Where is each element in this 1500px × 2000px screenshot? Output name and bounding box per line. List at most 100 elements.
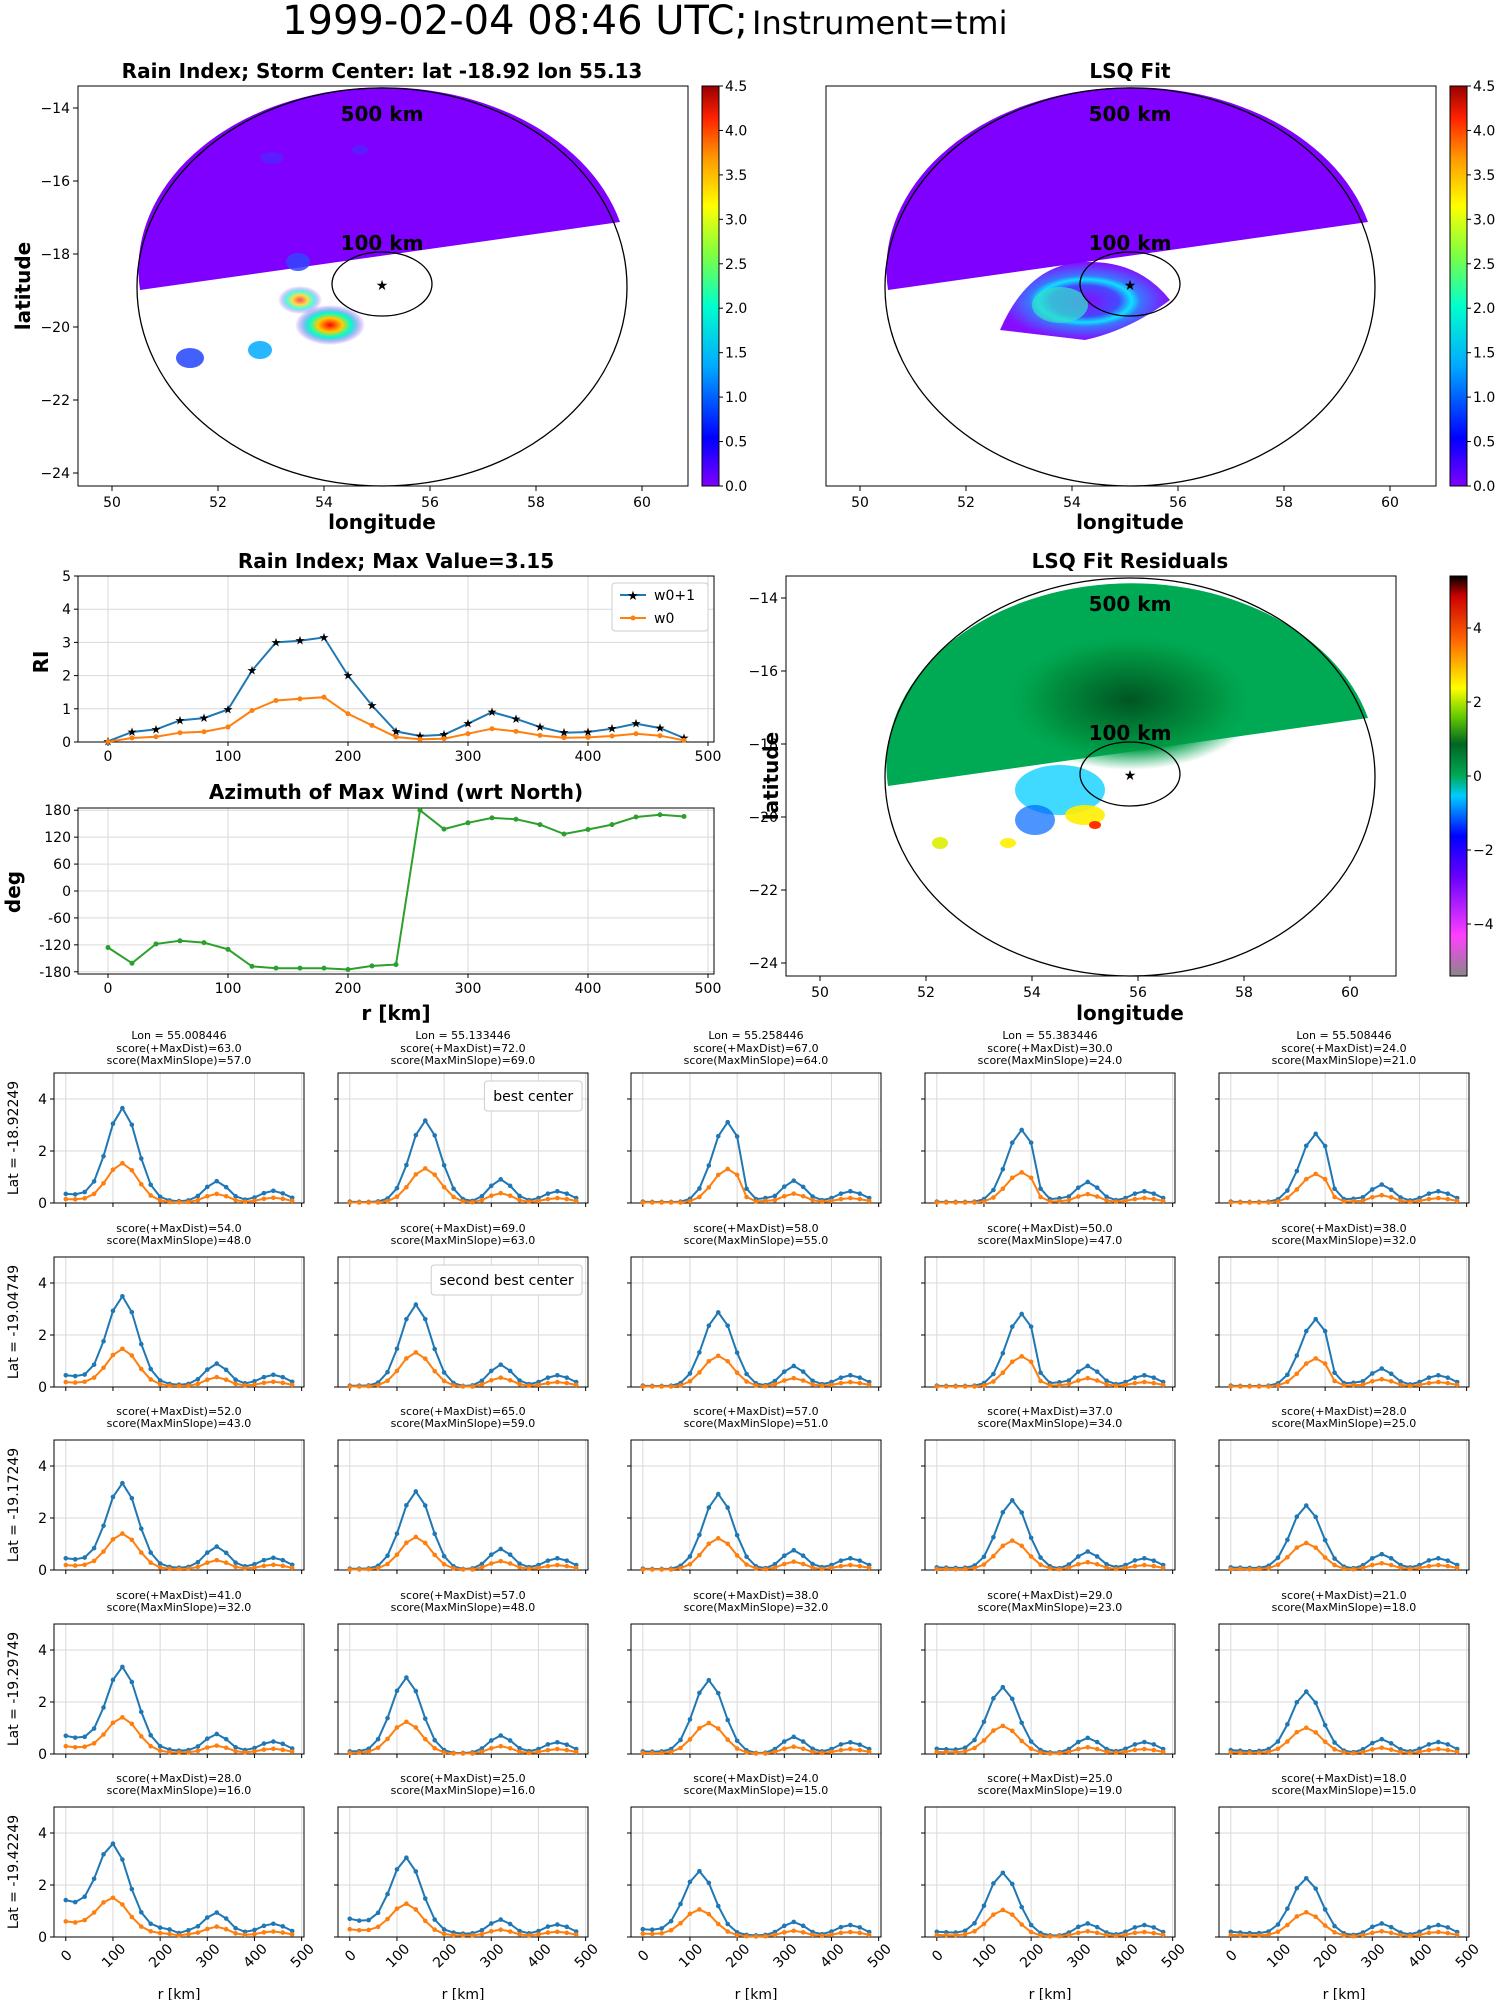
x-tick-label: 200 [430, 1941, 460, 1971]
data-point [148, 1732, 153, 1738]
x-tick-label: 100 [99, 1941, 129, 1971]
data-point [186, 1566, 191, 1571]
panel-score-maxminslope: score(MaxMinSlope)=47.0 [978, 1234, 1123, 1247]
data-point [271, 1739, 276, 1744]
data-point [233, 1381, 238, 1387]
data-point [1313, 1914, 1318, 1920]
data-point [1370, 1924, 1375, 1930]
data-point [1445, 1925, 1451, 1930]
x-tick-label: 60 [1341, 985, 1359, 1001]
data-point [1085, 1928, 1091, 1934]
data-point [972, 1745, 977, 1751]
data-point [280, 1196, 286, 1202]
data-point [1028, 1554, 1034, 1559]
data-point [1275, 1199, 1281, 1204]
data-point [105, 739, 111, 745]
plot-frame [337, 1439, 589, 1571]
data-point [1151, 1925, 1157, 1930]
data-point [1151, 1191, 1157, 1196]
panel-score-maxminslope: score(MaxMinSlope)=57.0 [107, 1054, 252, 1067]
data-point [72, 1744, 78, 1750]
data-point [465, 820, 471, 826]
x-tick-label: 54 [315, 495, 333, 511]
data-point [101, 1365, 106, 1371]
data-point [526, 1750, 532, 1756]
data-point [120, 1531, 125, 1536]
data-point [857, 1191, 863, 1196]
panel-score-maxminslope: score(MaxMinSlope)=25.0 [1272, 1417, 1417, 1430]
panel-score-maxminslope: score(MaxMinSlope)=55.0 [684, 1234, 829, 1247]
data-point [280, 1380, 286, 1386]
data-point [800, 1930, 806, 1935]
data-point [157, 1194, 163, 1200]
data-point [271, 1929, 276, 1934]
data-point [422, 1736, 428, 1742]
data-point [489, 1183, 494, 1189]
residuals-xticks: 50 52 54 56 58 60 [811, 976, 1359, 1001]
data-point [105, 945, 111, 951]
ring-500km-label: 500 km [1089, 102, 1172, 126]
data-point [1436, 1922, 1441, 1928]
data-point [1057, 1382, 1062, 1388]
data-point [489, 1921, 494, 1926]
data-point [1426, 1558, 1432, 1563]
data-point [432, 1927, 437, 1933]
data-point [129, 960, 135, 966]
data-point [866, 1749, 872, 1755]
data-point [205, 1367, 210, 1372]
data-point [715, 1690, 721, 1696]
profile-panel-r1-c1: Lon = 55.008446score(+MaxDist)=63.0score… [6, 1029, 305, 1212]
data-point [479, 1565, 485, 1570]
data-point [375, 1924, 381, 1930]
data-point [413, 1688, 419, 1694]
lsq-fit-colorbar [1449, 85, 1468, 487]
data-point [101, 1900, 106, 1905]
data-point [1151, 1375, 1157, 1380]
data-point [432, 1133, 437, 1138]
plot-frame [77, 575, 715, 743]
data-point [252, 1749, 257, 1754]
data-point [668, 1567, 674, 1572]
panel-score-maxminslope: score(MaxMinSlope)=48.0 [107, 1234, 252, 1247]
data-point [261, 1374, 267, 1380]
x-tick-label: 100 [383, 1941, 413, 1971]
ring-100km-label: 100 km [1089, 231, 1172, 255]
data-point [1322, 1361, 1328, 1366]
data-point [63, 1733, 69, 1739]
data-point [687, 1561, 693, 1567]
data-point [1407, 1750, 1413, 1756]
data-point [659, 1931, 664, 1936]
lsq-fit-xlabel: longitude [1076, 510, 1184, 534]
data-point [810, 1749, 815, 1755]
data-point [375, 1565, 381, 1571]
data-point [177, 730, 183, 736]
data-point [934, 1749, 940, 1755]
data-point [681, 814, 687, 820]
data-point [1000, 1907, 1006, 1913]
data-point [1057, 1566, 1062, 1572]
panel-xlabel: r [km] [1323, 1987, 1366, 2000]
data-point [223, 1193, 229, 1199]
profile-panel-r2-c1: score(+MaxDist)=54.0score(MaxMinSlope)=4… [6, 1222, 305, 1396]
data-point [120, 1480, 125, 1486]
data-point [271, 1195, 276, 1201]
data-point [347, 1750, 353, 1756]
data-point [1322, 1555, 1328, 1560]
data-point [356, 1927, 362, 1933]
data-point [706, 1163, 712, 1168]
y-tick-label: 0 [38, 1747, 47, 1763]
data-point [1066, 1565, 1072, 1570]
data-point [536, 1928, 541, 1934]
series-line [642, 1908, 870, 1938]
data-point [1294, 1914, 1300, 1919]
data-point [1313, 1316, 1318, 1322]
data-point [1360, 1382, 1366, 1387]
data-point [791, 1559, 797, 1564]
data-point [91, 1910, 97, 1915]
data-point [1341, 1383, 1347, 1388]
data-point [394, 1194, 400, 1200]
data-point [659, 1567, 664, 1572]
data-point [659, 1384, 664, 1389]
profile-panel-r2-c2: score(+MaxDist)=69.0score(MaxMinSlope)=6… [334, 1222, 589, 1391]
